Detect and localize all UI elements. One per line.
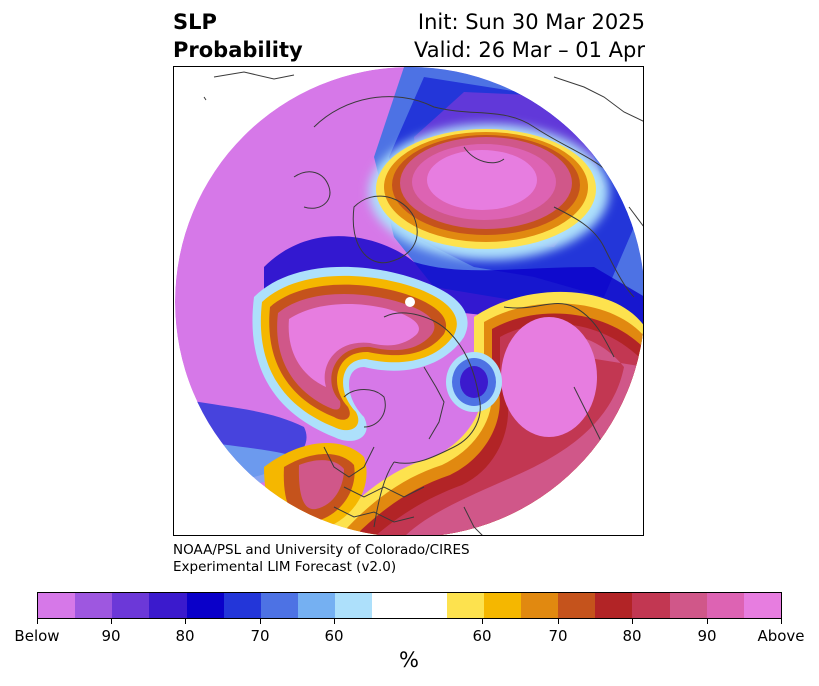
probability-field [175, 67, 643, 535]
colorbar-tick-label: 60 [324, 627, 344, 645]
coastlines [293, 96, 635, 528]
colorbar-segment [632, 593, 670, 618]
colorbar-segment [743, 593, 782, 618]
colorbar-tick-label: 60 [472, 627, 492, 645]
colorbar-tick-label: 70 [548, 627, 568, 645]
colorbar-tick-label: 90 [101, 627, 121, 645]
title-variable: SLP [173, 10, 217, 34]
colorbar-tick-mark [781, 619, 782, 624]
pole-marker [405, 297, 415, 307]
colorbar-segment [38, 593, 76, 618]
valid-range: Valid: 26 Mar – 01 Apr [414, 38, 645, 62]
colorbar-segment [595, 593, 633, 618]
colorbar-segment [75, 593, 113, 618]
colorbar-tick-mark [260, 619, 261, 624]
polar-map [175, 67, 643, 535]
credit-line-2: Experimental LIM Forecast (v2.0) [173, 559, 397, 575]
colorbar-segment [669, 593, 707, 618]
colorbar-tick-label: 80 [175, 627, 195, 645]
colorbar-segment [223, 593, 261, 618]
title-type: Probability [173, 38, 303, 62]
colorbar-tick-label: 70 [250, 627, 270, 645]
colorbar-segment [706, 593, 744, 618]
colorbar-tick-label: Above [757, 627, 805, 645]
colorbar-label: % [399, 648, 419, 672]
colorbar-segment [149, 593, 187, 618]
colorbar-tick-label: 90 [697, 627, 717, 645]
colorbar-tick-mark [185, 619, 186, 624]
colorbar-tick-mark [632, 619, 633, 624]
colorbar-segment [446, 593, 484, 618]
colorbar-segment [521, 593, 559, 618]
colorbar-segment [260, 593, 299, 618]
outer-coastlines [203, 71, 643, 535]
colorbar-tick-mark [334, 619, 335, 624]
colorbar-segment [558, 593, 596, 618]
title-right: Init: Sun 30 Mar 2025 Valid: 26 Mar – 01… [414, 8, 645, 64]
colorbar-segment [483, 593, 522, 618]
colorbar-segment [186, 593, 224, 618]
colorbar [37, 592, 782, 619]
colorbar-segment [112, 593, 150, 618]
map-frame [173, 66, 644, 536]
colorbar-tick-mark [37, 619, 38, 624]
colorbar-segment [298, 593, 336, 618]
colorbar-tick-label: Below [14, 627, 60, 645]
credit-line-1: NOAA/PSL and University of Colorado/CIRE… [173, 542, 470, 558]
colorbar-tick-mark [111, 619, 112, 624]
title-left: SLP Probability [173, 8, 303, 64]
colorbar-tick-label: 80 [622, 627, 642, 645]
colorbar-segment [372, 593, 447, 618]
colorbar-tick-mark [558, 619, 559, 624]
hudson-low-anomaly [446, 352, 502, 412]
colorbar-tick-mark [707, 619, 708, 624]
pacific-high-anomaly [252, 266, 468, 441]
colorbar-tick-mark [482, 619, 483, 624]
credit: NOAA/PSL and University of Colorado/CIRE… [173, 542, 470, 576]
arctic-high-anomaly [369, 124, 609, 260]
init-date: Init: Sun 30 Mar 2025 [417, 10, 645, 34]
colorbar-segment [335, 593, 373, 618]
